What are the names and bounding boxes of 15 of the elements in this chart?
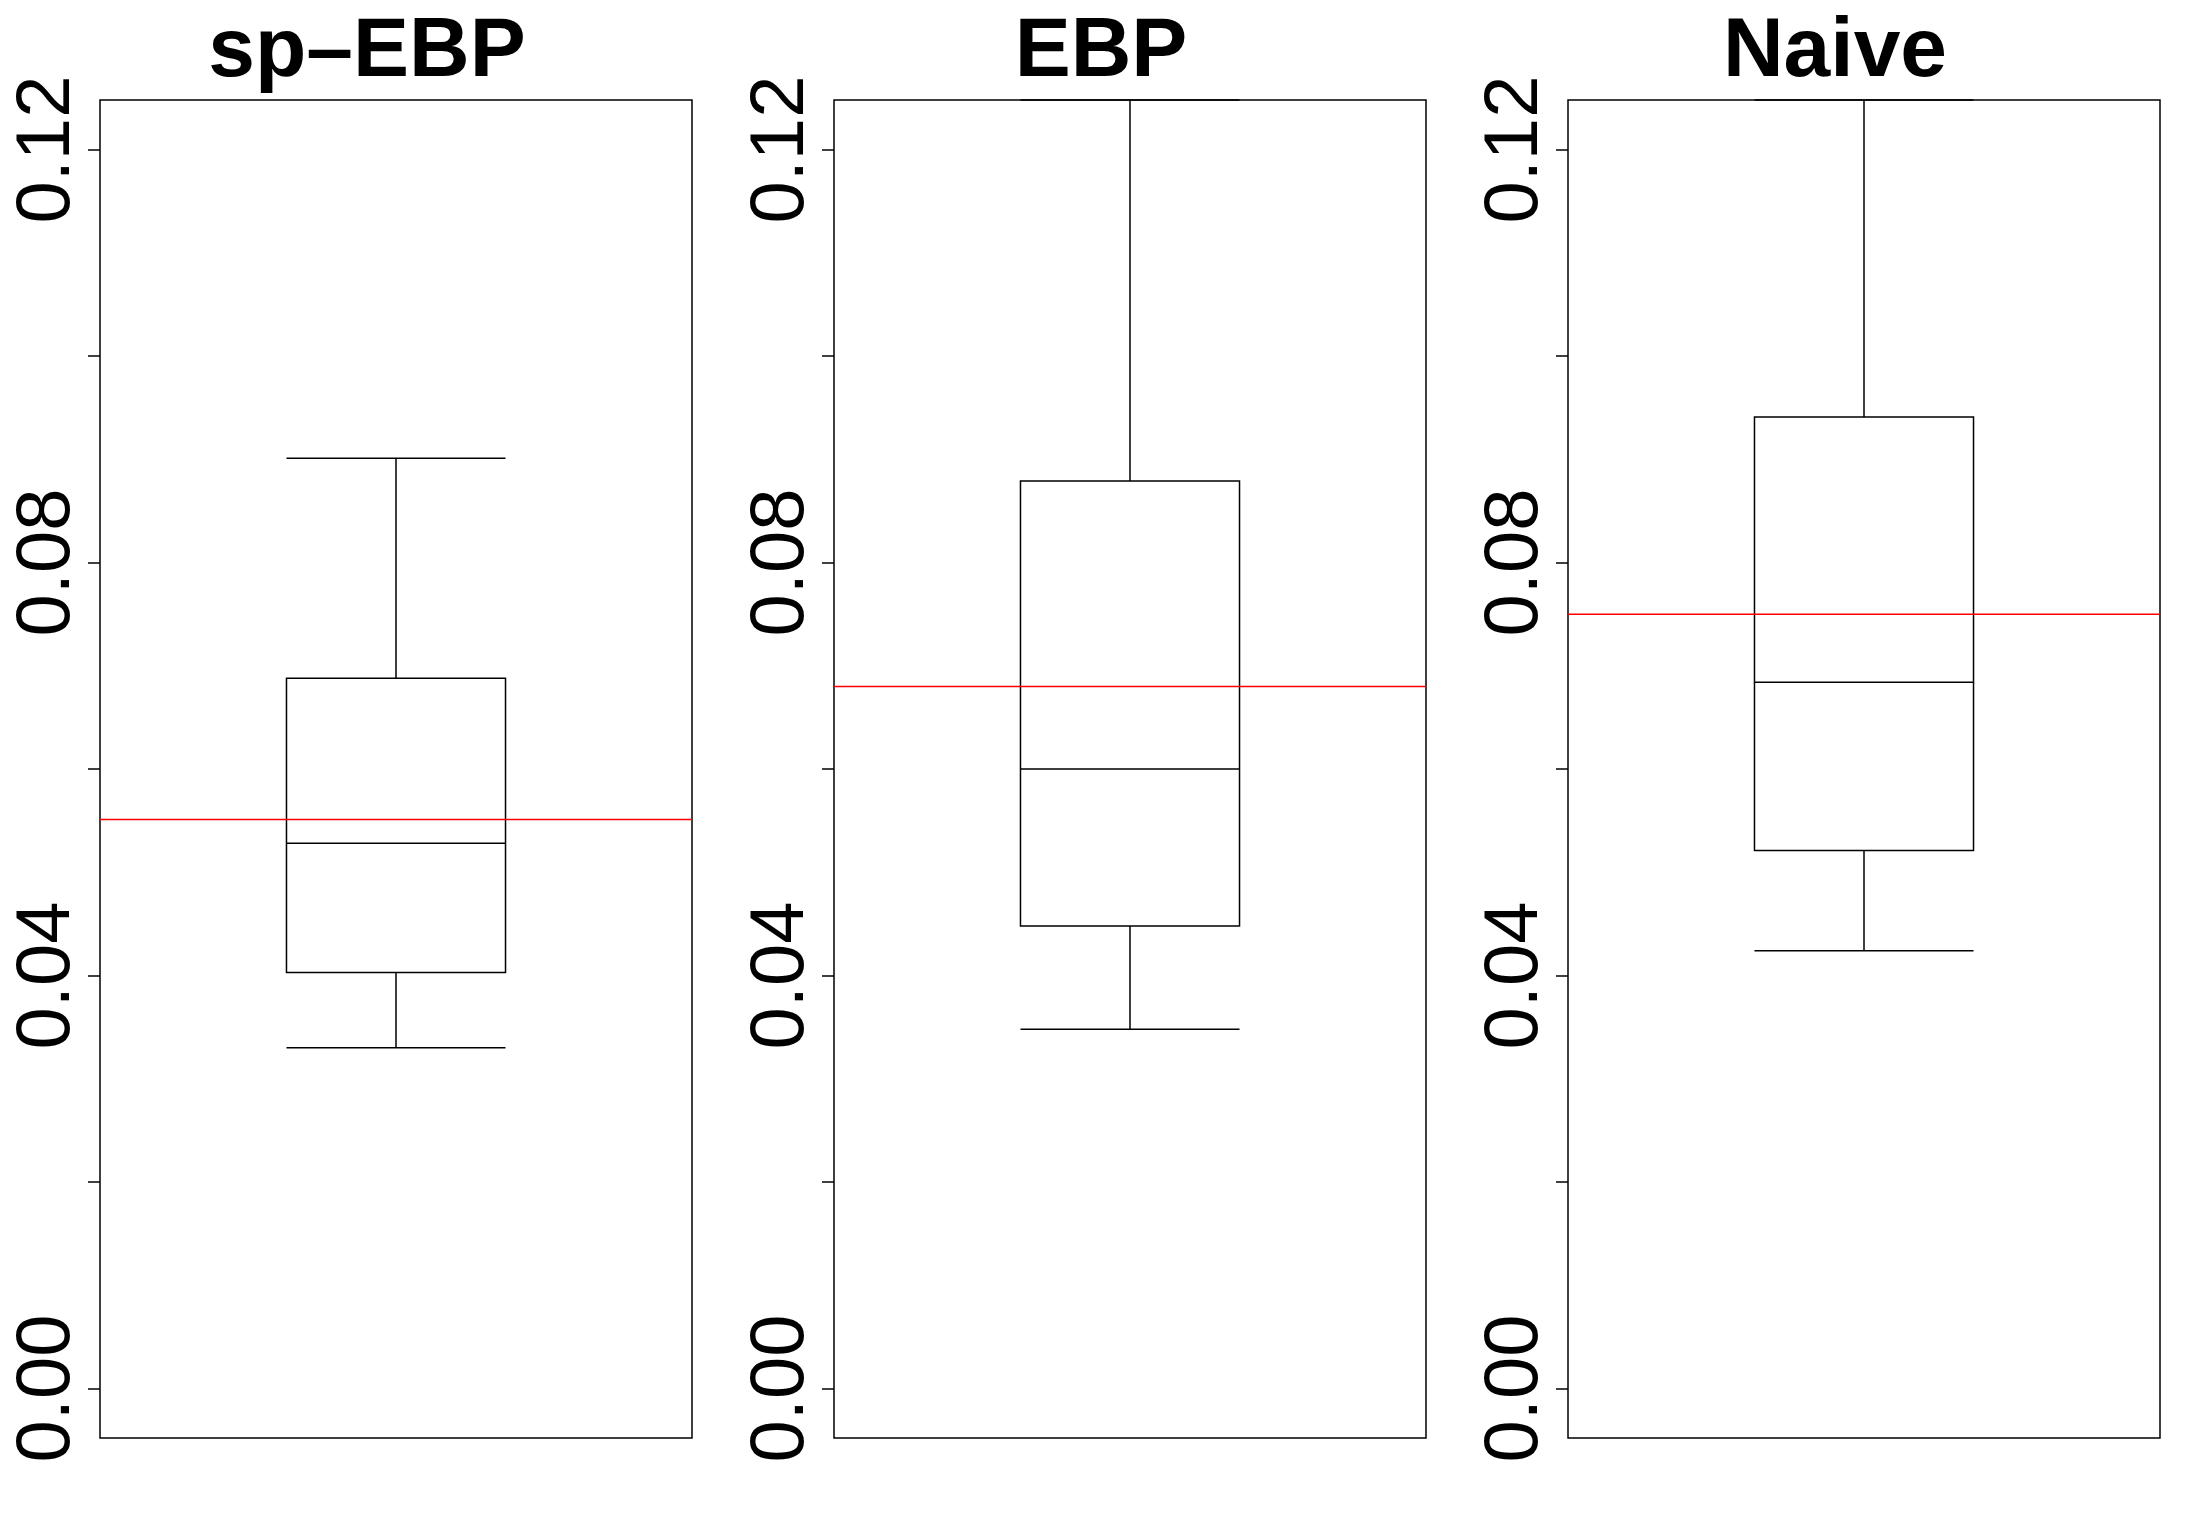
chart-title: Naive <box>1722 0 1948 94</box>
y-tick-label: 0.12 <box>0 75 85 224</box>
y-tick-label: 0.08 <box>1467 488 1553 637</box>
y-tick-label: 0.00 <box>1467 1314 1553 1463</box>
y-tick-label: 0.12 <box>733 75 819 224</box>
y-tick-label: 0.12 <box>1467 75 1553 224</box>
y-tick-label: 0.04 <box>0 901 85 1050</box>
y-tick-label: 0.04 <box>733 901 819 1050</box>
chart-title: sp–EBP <box>208 0 526 94</box>
y-tick-label: 0.04 <box>1467 901 1553 1050</box>
y-tick-label: 0.00 <box>733 1314 819 1463</box>
y-tick-label: 0.08 <box>0 488 85 637</box>
chart-title: EBP <box>1014 0 1188 94</box>
y-tick-label: 0.00 <box>0 1314 85 1463</box>
y-tick-label: 0.08 <box>733 488 819 637</box>
